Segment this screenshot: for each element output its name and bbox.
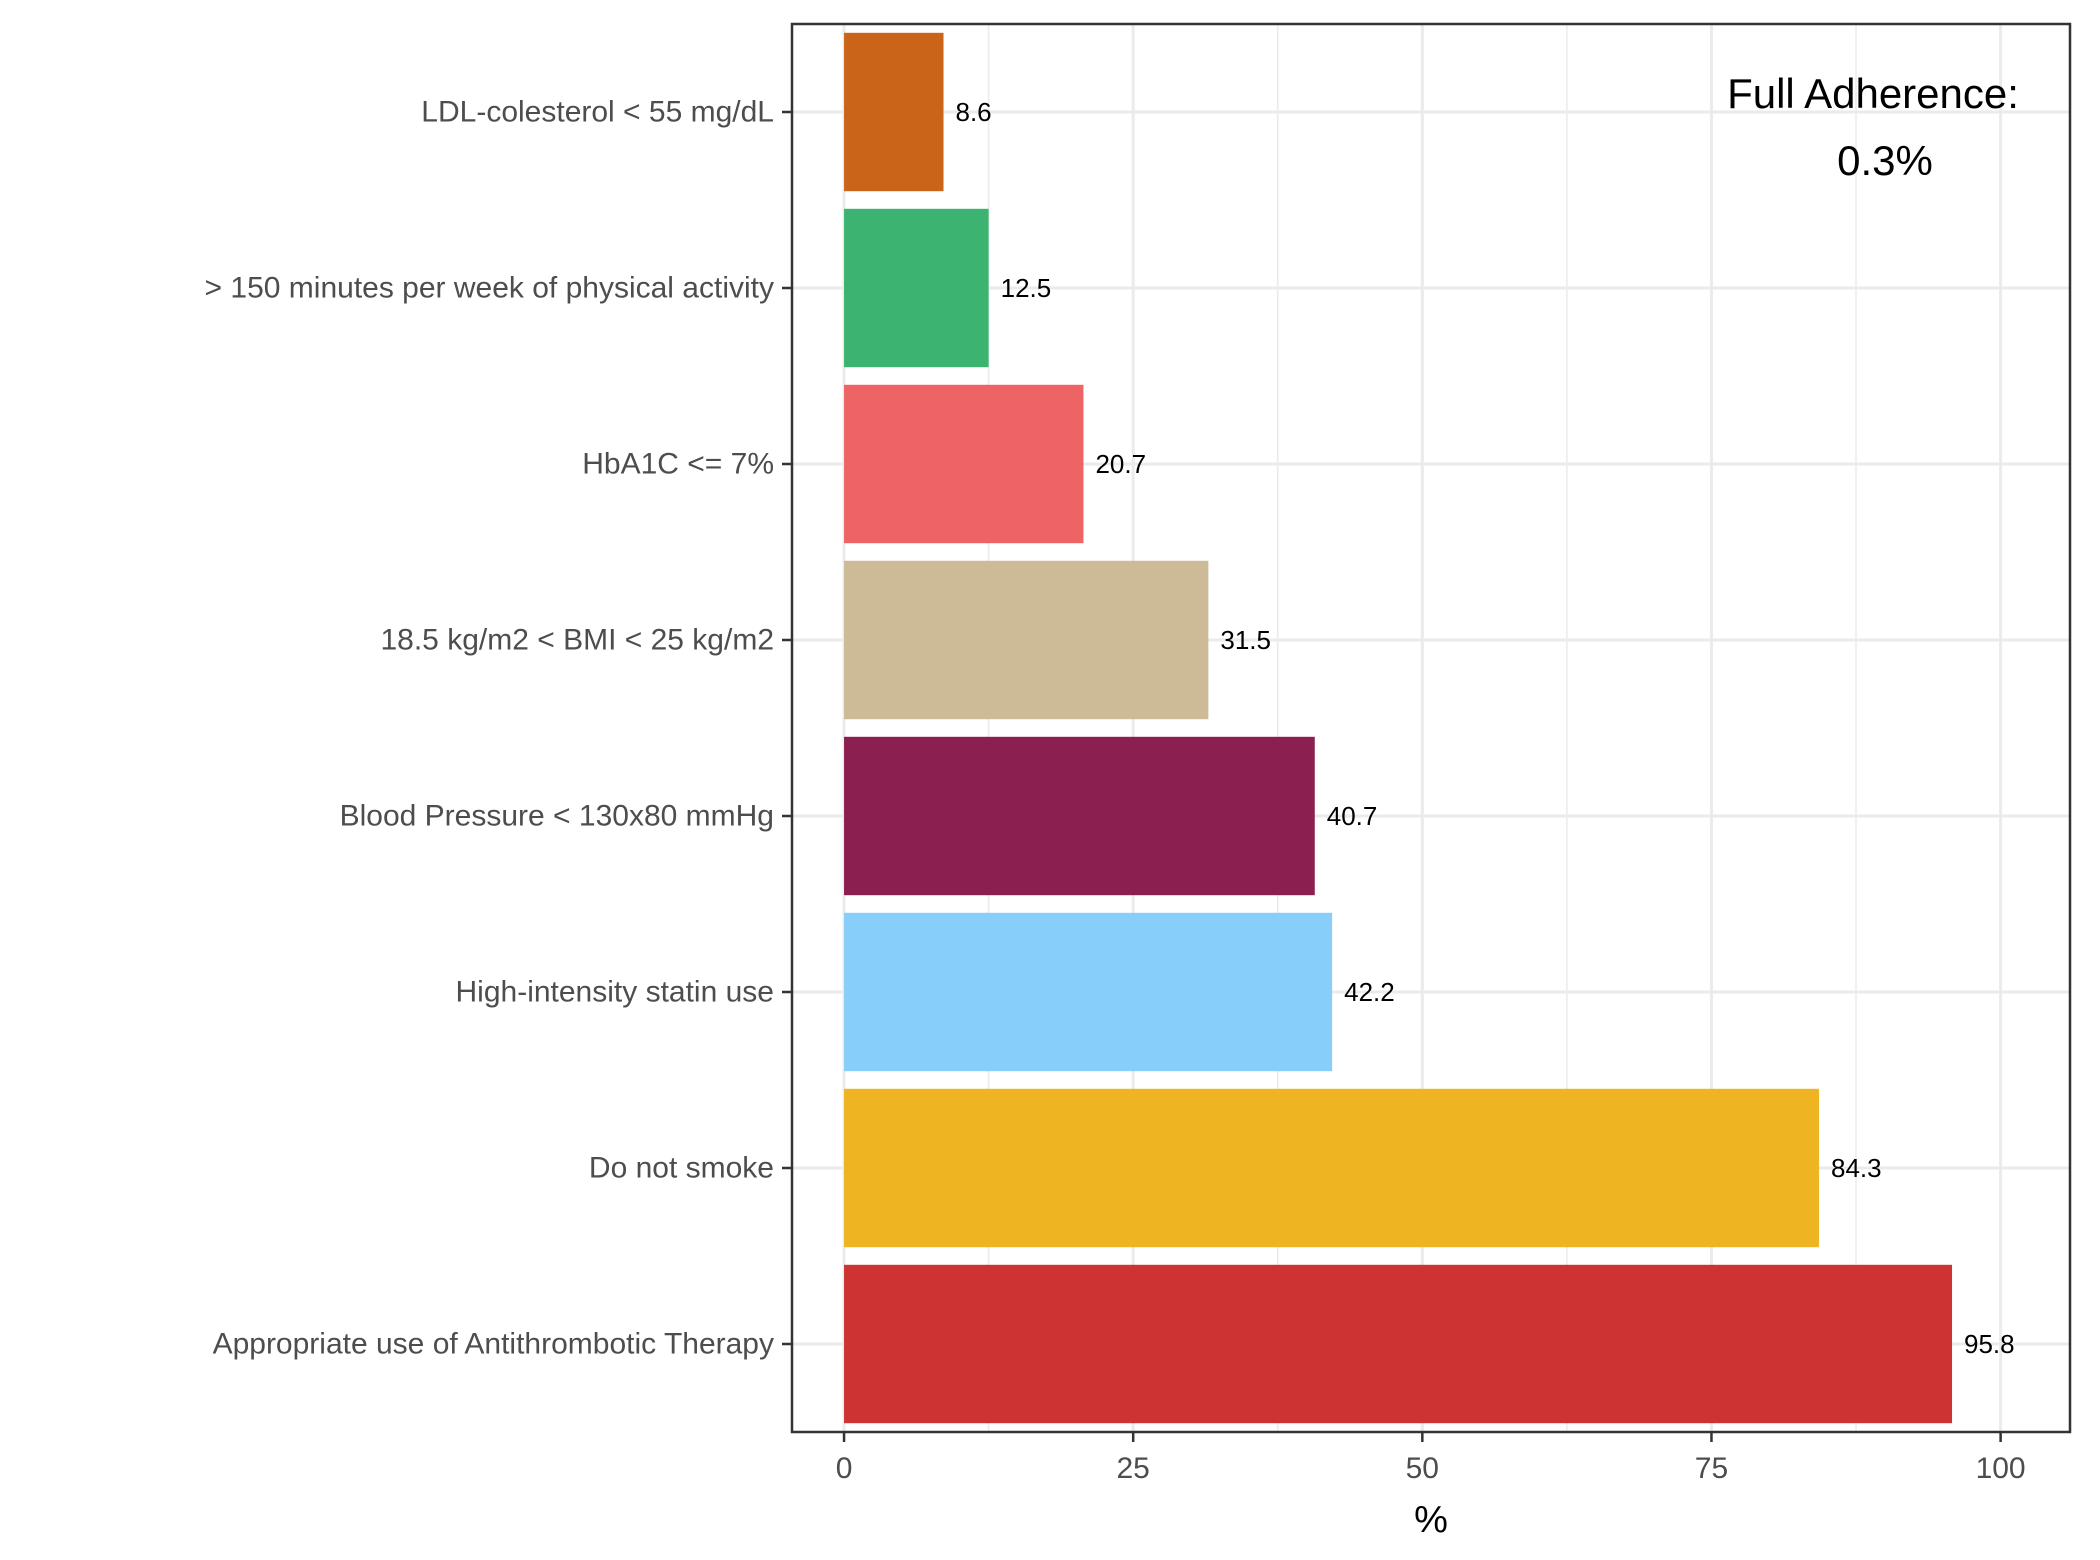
full-adherence-label: Full Adherence: [1727, 70, 2019, 117]
y-axis: LDL-colesterol < 55 mg/dL > 150 minutes p… [205, 96, 792, 1361]
bar-2 [844, 384, 1084, 544]
bar-6 [844, 1088, 1820, 1248]
y-tick-label-0: LDL-colesterol < 55 mg/dL [421, 96, 774, 129]
bar-1 [844, 208, 989, 368]
bar-7 [844, 1264, 1953, 1424]
y-tick-label-5: High-intensity statin use [456, 976, 775, 1009]
y-tick-label-7: Appropriate use of Antithrombotic Therap… [213, 1328, 774, 1361]
data-label-6: 84.3 [1831, 1153, 1882, 1183]
x-tick-label-75: 75 [1695, 1452, 1728, 1485]
bar-5 [844, 912, 1333, 1072]
data-labels: 8.6 12.5 20.7 31.5 40.7 42.2 84.3 95.8 [956, 97, 2015, 1359]
data-label-1: 12.5 [1001, 273, 1052, 303]
y-tick-label-2: HbA1C <= 7% [582, 448, 774, 481]
data-label-4: 40.7 [1327, 801, 1378, 831]
bars [844, 32, 1953, 1424]
y-tick-label-3: 18.5 kg/m2 < BMI < 25 kg/m2 [380, 624, 774, 657]
x-axis-title: % [1414, 1499, 1448, 1541]
bar-0 [844, 32, 944, 192]
full-adherence-value: 0.3% [1837, 137, 1933, 184]
panel-border [790, 22, 2072, 1434]
x-tick-label-0: 0 [836, 1452, 853, 1485]
bar-4 [844, 736, 1315, 896]
bar-3 [844, 560, 1209, 720]
data-label-5: 42.2 [1344, 977, 1395, 1007]
x-tick-label-100: 100 [1976, 1452, 2026, 1485]
data-label-0: 8.6 [956, 97, 992, 127]
x-tick-label-50: 50 [1406, 1452, 1439, 1485]
y-tick-label-4: Blood Pressure < 130x80 mmHg [340, 800, 774, 833]
y-tick-label-1: > 150 minutes per week of physical activ… [205, 272, 774, 305]
y-tick-label-6: Do not smoke [589, 1152, 774, 1185]
data-label-2: 20.7 [1095, 449, 1146, 479]
x-tick-label-25: 25 [1116, 1452, 1149, 1485]
data-label-7: 95.8 [1964, 1329, 2015, 1359]
data-label-3: 31.5 [1220, 625, 1271, 655]
x-axis: 0 25 50 75 100 [836, 1432, 2026, 1485]
